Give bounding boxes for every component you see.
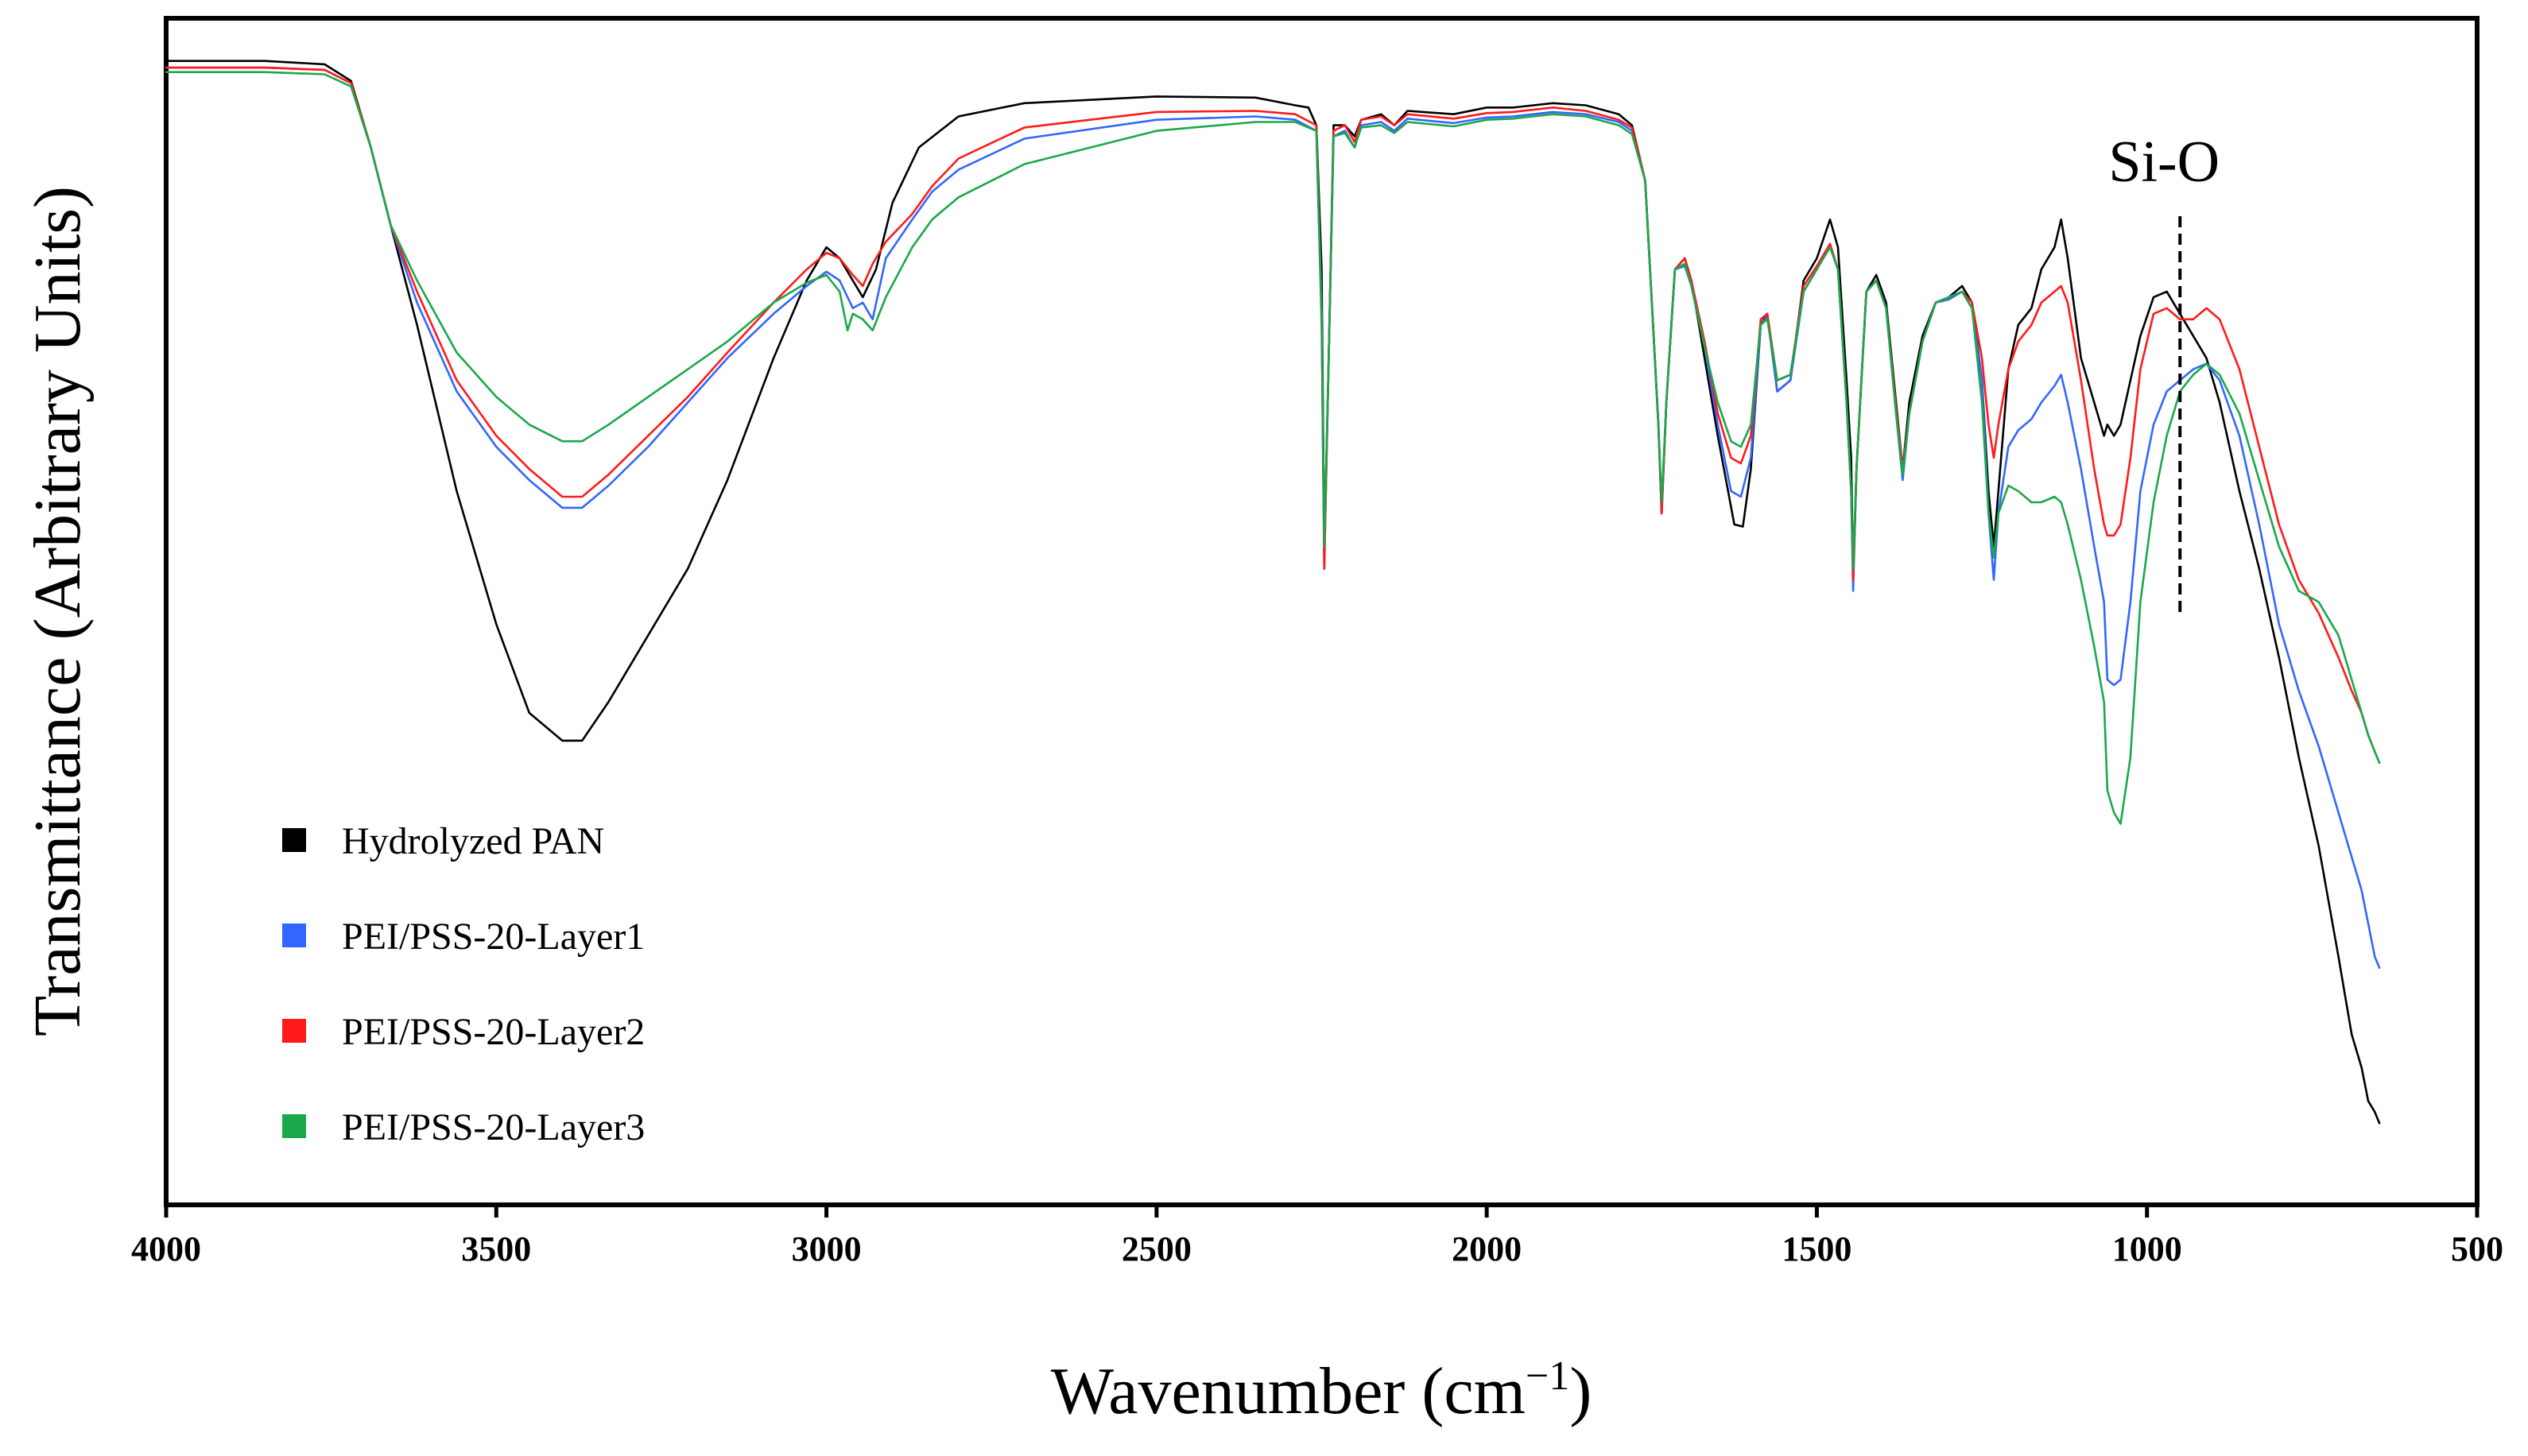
- series-line-layer2: [165, 66, 2381, 765]
- x-axis-ticks: 4000 3500 3000 2500 2000 1500 1000 500: [131, 1205, 2503, 1268]
- plot-frame: [164, 16, 2480, 1207]
- legend-item-hydrolyzed-pan: Hydrolyzed PAN: [282, 820, 604, 862]
- x-tick-label-2500: 2500: [1122, 1229, 1192, 1268]
- legend-label-layer1: PEI/PSS-20-Layer1: [342, 916, 645, 958]
- legend-swatch-layer3: [282, 1114, 306, 1138]
- si-o-label: Si-O: [2108, 130, 2220, 195]
- x-tick-label-3500: 3500: [461, 1229, 531, 1268]
- legend-item-layer2: PEI/PSS-20-Layer2: [282, 1011, 645, 1053]
- x-axis-title-close: ): [1569, 1354, 1592, 1428]
- x-tick-label-3000: 3000: [792, 1229, 862, 1268]
- x-tick-label-1000: 1000: [2112, 1229, 2182, 1268]
- legend-item-layer3: PEI/PSS-20-Layer3: [282, 1106, 645, 1148]
- si-o-annotation: Si-O: [2108, 130, 2220, 612]
- series-line-layer1: [165, 66, 2381, 970]
- x-axis-title: Wavenumber (cm−1): [1051, 1353, 1592, 1428]
- series-line-layer3: [165, 71, 2381, 825]
- y-axis-title: Transmittance (Arbitrary Units): [21, 186, 95, 1036]
- legend: Hydrolyzed PAN PEI/PSS-20-Layer1 PEI/PSS…: [282, 820, 645, 1148]
- legend-swatch-hydrolyzed-pan: [282, 828, 306, 852]
- legend-label-layer3: PEI/PSS-20-Layer3: [342, 1106, 645, 1148]
- x-axis-title-sup: −1: [1526, 1353, 1569, 1399]
- series-line-hydrolyzed-pan: [165, 60, 2381, 1125]
- series-layer: [165, 60, 2381, 1125]
- legend-swatch-layer1: [282, 924, 306, 947]
- x-axis-title-main: Wavenumber (cm: [1051, 1354, 1526, 1428]
- x-tick-label-1500: 1500: [1782, 1229, 1851, 1268]
- legend-item-layer1: PEI/PSS-20-Layer1: [282, 916, 645, 958]
- x-tick-label-2000: 2000: [1452, 1229, 1522, 1268]
- x-tick-label-4000: 4000: [131, 1229, 201, 1268]
- legend-swatch-layer2: [282, 1019, 306, 1043]
- legend-label-hydrolyzed-pan: Hydrolyzed PAN: [342, 820, 604, 862]
- legend-label-layer2: PEI/PSS-20-Layer2: [342, 1011, 645, 1053]
- x-tick-label-500: 500: [2451, 1229, 2503, 1268]
